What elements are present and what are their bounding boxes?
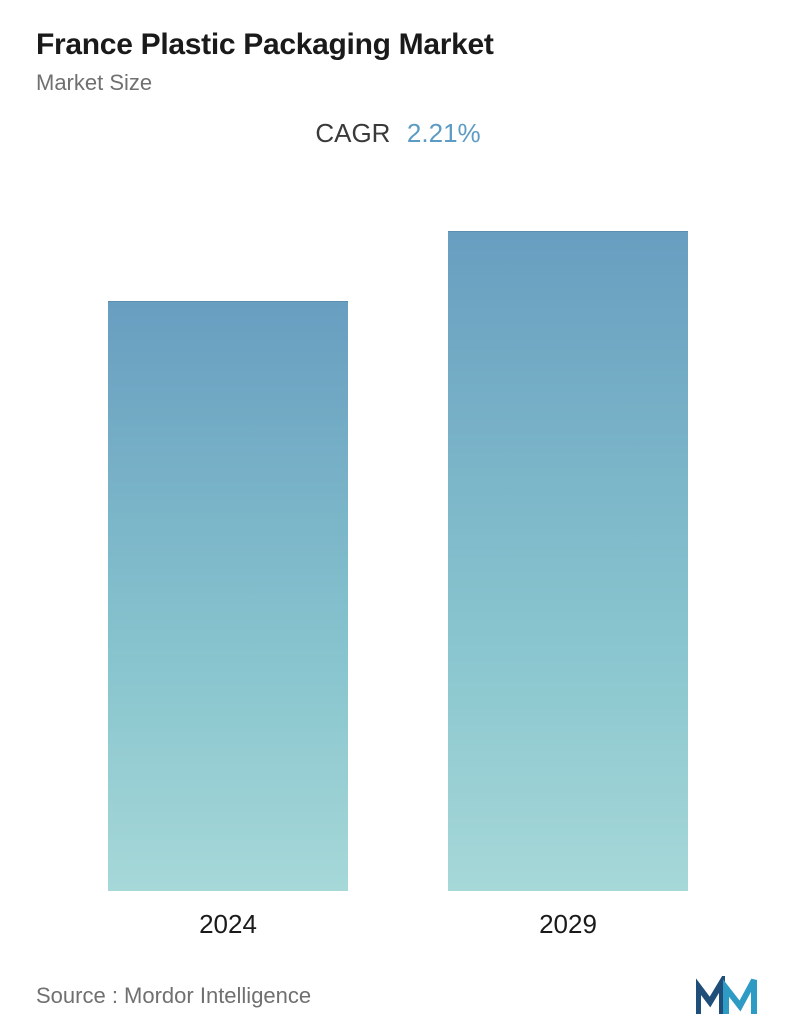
source-text: Source : Mordor Intelligence bbox=[36, 983, 311, 1009]
cagr-row: CAGR 2.21% bbox=[36, 118, 760, 149]
chart-subtitle: Market Size bbox=[36, 70, 760, 96]
bar-0 bbox=[108, 301, 348, 891]
mordor-logo-icon bbox=[696, 976, 760, 1016]
chart-container: France Plastic Packaging Market Market S… bbox=[0, 0, 796, 1034]
cagr-label: CAGR bbox=[315, 118, 390, 148]
cagr-value: 2.21% bbox=[407, 118, 481, 148]
footer: Source : Mordor Intelligence bbox=[36, 958, 760, 1034]
bar-label-1: 2029 bbox=[539, 909, 597, 940]
bar-group-0: 2024 bbox=[108, 301, 348, 940]
bar-chart: 2024 2029 bbox=[36, 159, 760, 950]
bar-label-0: 2024 bbox=[199, 909, 257, 940]
bar-1 bbox=[448, 231, 688, 891]
chart-title: France Plastic Packaging Market bbox=[36, 28, 760, 62]
bar-group-1: 2029 bbox=[448, 231, 688, 940]
